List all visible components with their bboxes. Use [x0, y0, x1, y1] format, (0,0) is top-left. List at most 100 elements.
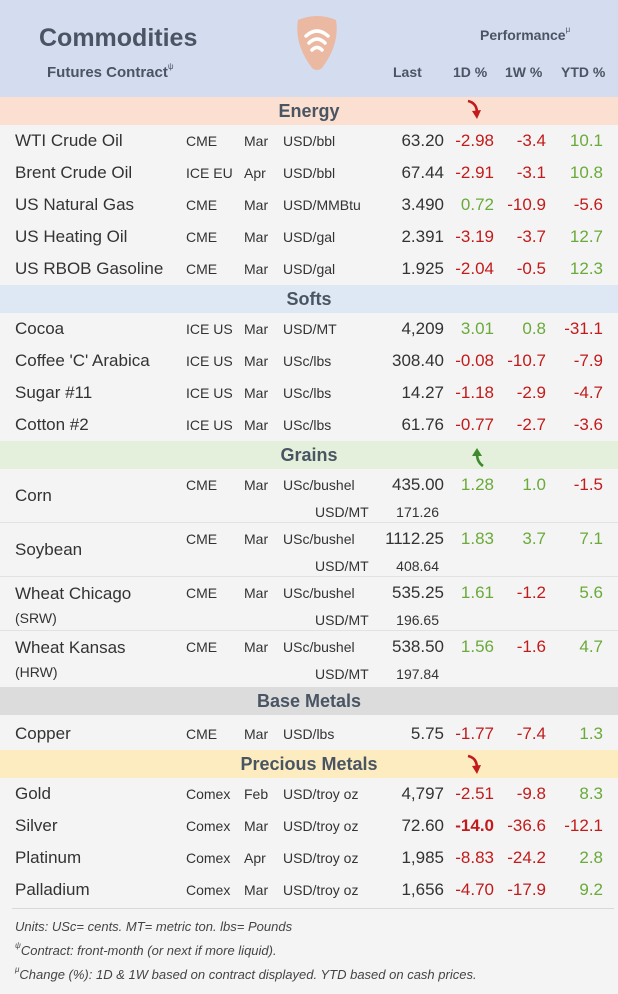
change-ytd: 4.7	[579, 637, 603, 656]
performance-heading: Performanceμ	[480, 25, 571, 43]
commodity-name: Cocoa	[15, 319, 65, 338]
table-row: Coffee 'C' Arabica ICE US Mar USc/lbs 308.40…	[0, 345, 618, 377]
exchange: CME	[186, 726, 218, 742]
last-price: 4,797	[401, 784, 444, 803]
change-1d: -2.04	[455, 259, 494, 278]
change-1w: -36.6	[507, 816, 546, 835]
last-price: 535.25	[392, 583, 444, 602]
table-row: Cocoa ICE US Mar USD/MT 4,209 3.01 0.8 -31.1	[0, 313, 618, 345]
change-1w: -3.4	[516, 131, 546, 150]
col-ytd-header: YTD %	[561, 64, 606, 80]
change-1w: -17.9	[507, 880, 546, 899]
performance-footnote-mark: μ	[565, 25, 571, 34]
change-ytd: 1.3	[579, 724, 603, 743]
change-1d: 3.01	[460, 319, 494, 338]
change-ytd: 5.6	[579, 583, 603, 602]
change-ytd: -31.1	[564, 319, 603, 338]
change-1w: -2.7	[516, 415, 546, 434]
section-base-metals: Base Metals	[0, 687, 618, 715]
exchange: ICE US	[186, 321, 233, 337]
last-price: 63.20	[401, 131, 444, 150]
commodity-name: Cotton #2	[15, 415, 89, 434]
contract-month: Mar	[244, 417, 269, 433]
last-price: 4,209	[401, 319, 444, 338]
unit: USc/lbs	[283, 417, 332, 433]
contract-month: Mar	[244, 197, 269, 213]
change-ytd: 10.1	[569, 131, 603, 150]
table-row: Wheat Kansas (HRW) CME Mar USc/bushel 538.50 U…	[0, 631, 618, 685]
contract-footnote-mark: ψ	[15, 941, 21, 950]
contract-month: Mar	[244, 229, 269, 245]
unit: USD/bbl	[283, 165, 336, 181]
commodity-name: Brent Crude Oil	[15, 163, 133, 182]
change-ytd: 10.8	[569, 163, 603, 182]
unit: USc/lbs	[283, 353, 332, 369]
change-1w: 1.0	[522, 475, 546, 494]
commodity-name: Wheat Kansas	[15, 638, 126, 657]
exchange: CME	[186, 477, 218, 493]
unit: USD/gal	[283, 229, 336, 245]
last-price: 2.391	[401, 227, 444, 246]
change-1w: -24.2	[507, 848, 546, 867]
converted-price: 197.84	[396, 666, 439, 682]
change-1d: -8.83	[455, 848, 494, 867]
commodity-name: Copper	[15, 724, 71, 743]
commodity-name: Sugar #11	[15, 383, 93, 402]
commodity-name: Gold	[15, 784, 51, 803]
change-ytd: -3.6	[573, 415, 603, 434]
exchange: CME	[186, 197, 218, 213]
change-1d: 1.28	[460, 475, 494, 494]
change-1d: -1.18	[455, 383, 494, 402]
contract-month: Mar	[244, 818, 269, 834]
contract-note-text: Contract: front-month (or next if more l…	[20, 943, 277, 958]
down-arrow-icon	[467, 99, 481, 119]
commodity-name: Platinum	[15, 848, 82, 867]
change-ytd: -7.9	[573, 351, 603, 370]
last-price: 67.44	[401, 163, 444, 182]
change-1d: 1.56	[460, 637, 494, 656]
converted-price: 196.65	[396, 612, 439, 628]
converted-price: 408.64	[396, 558, 439, 574]
converted-unit: USD/MT	[315, 612, 369, 628]
change-1w: -10.9	[507, 195, 546, 214]
performance-text: Performance	[480, 27, 566, 43]
col-1w-header: 1W %	[505, 64, 543, 80]
change-1d: -3.19	[455, 227, 494, 246]
table-row: Gold Comex Feb USD/troy oz 4,797 -2.51 -9.8 8.3	[0, 778, 618, 810]
logo-icon	[297, 16, 337, 70]
last-price: 538.50	[392, 637, 444, 656]
change-1w: -3.1	[516, 163, 546, 182]
subtitle-footnote-mark: ψ	[167, 62, 174, 71]
change-1d: -2.91	[455, 163, 494, 182]
change-1w: -10.7	[507, 351, 546, 370]
commodity-name: Soybean	[15, 540, 83, 559]
table-row: Corn CME Mar USc/bushel 435.00 USD/MT 171.26 1.…	[0, 469, 618, 523]
unit: USc/bushel	[283, 585, 355, 601]
col-1d-header: 1D %	[453, 64, 488, 80]
subtitle-text: Futures Contract	[47, 64, 168, 81]
contract-month: Mar	[244, 585, 269, 601]
subtitle: Futures Contractψ	[47, 62, 174, 81]
table-row: US Heating Oil CME Mar USD/gal 2.391 -3.19 -3.…	[0, 221, 618, 253]
change-note-text: Change (%): 1D & 1W based on contract di…	[19, 967, 477, 982]
change-1d: -0.77	[455, 415, 494, 434]
table-row: Soybean CME Mar USc/bushel 1112.25 USD/MT 408.…	[0, 523, 618, 577]
page-title: Commodities	[39, 24, 198, 52]
change-1d: 1.83	[460, 529, 494, 548]
contract-month: Mar	[244, 882, 269, 898]
footnote-contract: ψContract: front-month (or next if more …	[15, 941, 277, 958]
contract-month: Mar	[244, 477, 269, 493]
exchange: CME	[186, 531, 218, 547]
contract-month: Mar	[244, 531, 269, 547]
unit: USD/troy oz	[283, 850, 359, 866]
exchange: Comex	[186, 786, 231, 802]
change-1w: -7.4	[516, 724, 546, 743]
contract-month: Mar	[244, 321, 269, 337]
unit: USc/bushel	[283, 531, 355, 547]
col-last-header: Last	[393, 64, 422, 80]
last-price: 435.00	[392, 475, 444, 494]
unit: USD/troy oz	[283, 786, 359, 802]
change-ytd: 12.7	[569, 227, 603, 246]
table-row: WTI Crude Oil CME Mar USD/bbl 63.20 -2.98 -3.4…	[0, 125, 618, 157]
section-grains: Grains	[0, 441, 618, 469]
